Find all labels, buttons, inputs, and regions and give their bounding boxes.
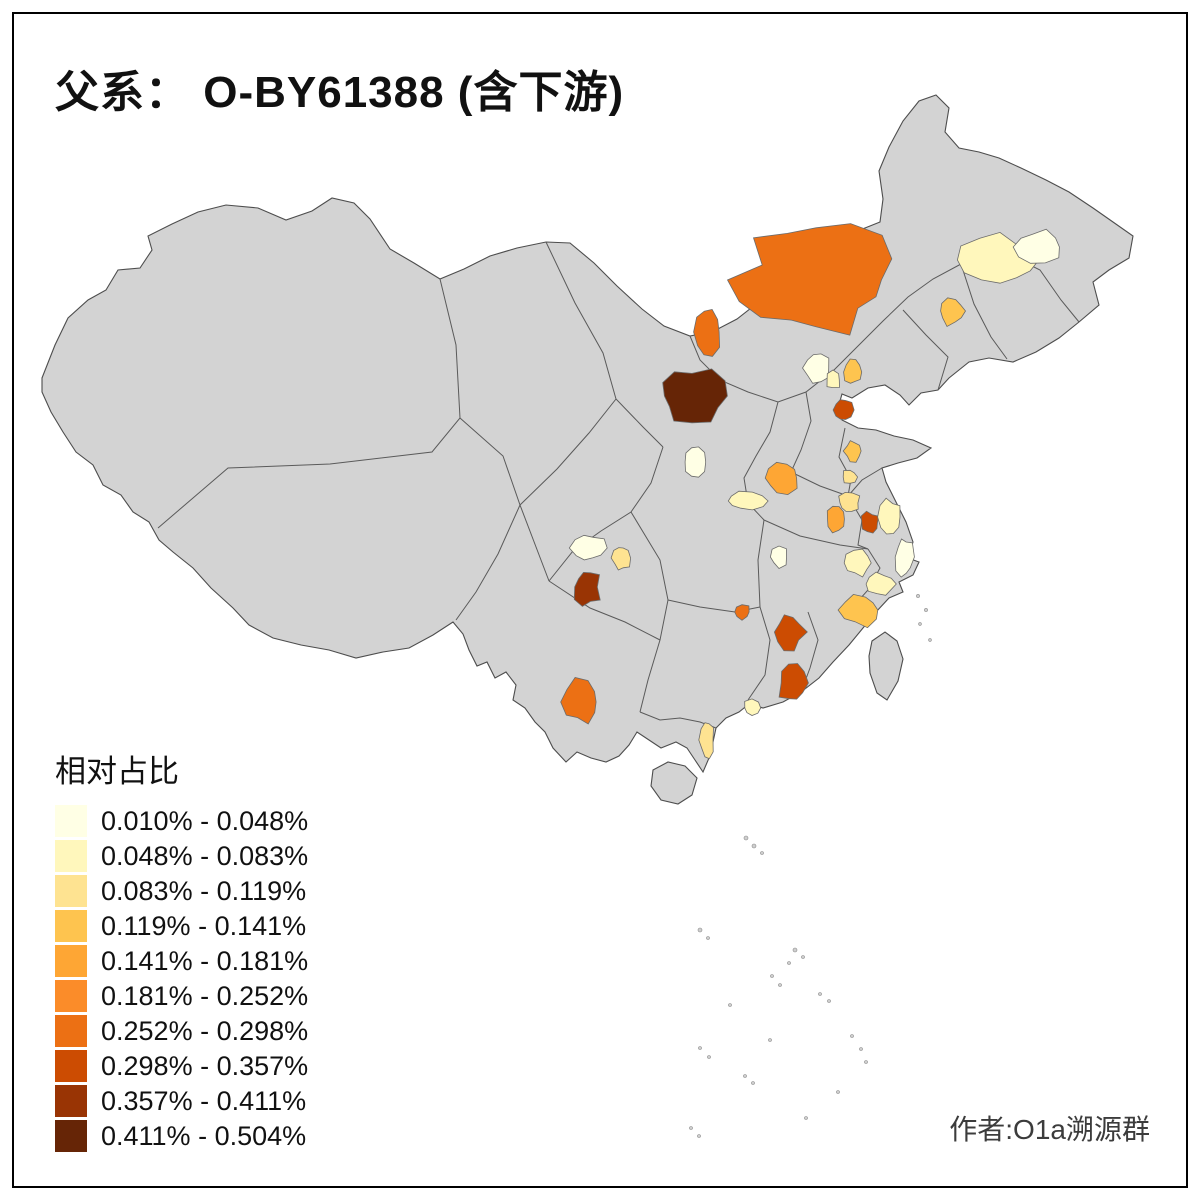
south-china-sea-islets — [689, 594, 932, 1138]
legend-row: 0.141% - 0.181% — [55, 945, 308, 977]
map-region-anhui-central — [843, 548, 872, 578]
map-region-jiangxi-south — [778, 663, 809, 700]
map-region-sichuan-east — [610, 547, 632, 571]
map-region-heilongjiang-north — [1012, 228, 1060, 264]
legend-label: 0.298% - 0.357% — [101, 1050, 309, 1081]
legend-swatch — [55, 1015, 87, 1047]
map-region-beijing-east — [826, 369, 840, 389]
legend-swatch — [55, 875, 87, 907]
map-region-shaanbei-dark — [662, 368, 728, 424]
taiwan-island — [868, 631, 904, 701]
author-credit: 作者:O1a溯源群 — [949, 1114, 1150, 1145]
legend: 相对占比 0.010% - 0.048% 0.048% - 0.083% 0.083… — [55, 746, 308, 1155]
map-region-sichuan-south-dark — [573, 571, 601, 607]
map-region-hubei-north — [769, 545, 787, 569]
map-region-anhui-north — [826, 505, 845, 534]
legend-row: 0.048% - 0.083% — [55, 840, 308, 872]
legend-label: 0.010% - 0.048% — [101, 805, 309, 836]
legend-swatch — [55, 1120, 87, 1152]
map-region-beijing — [802, 353, 830, 384]
map-region-jilin-city — [940, 297, 966, 328]
map-region-hubei-south — [734, 604, 750, 621]
legend-row: 0.357% - 0.411% — [55, 1085, 308, 1117]
map-region-guangdong-central — [744, 698, 762, 716]
map-region-zhejiang-south — [837, 593, 879, 629]
legend-label: 0.083% - 0.119% — [101, 875, 307, 906]
legend-row: 0.083% - 0.119% — [55, 875, 308, 907]
map-region-henan-north — [764, 461, 798, 496]
legend-swatch — [55, 840, 87, 872]
map-region-zhejiang-east — [865, 571, 897, 596]
map-region-shanxi-central — [684, 446, 707, 478]
map-region-hebei-north — [843, 358, 863, 384]
province-borders — [157, 241, 1080, 729]
legend-swatch — [55, 945, 87, 977]
map-region-jiangsu-east — [877, 497, 901, 535]
legend-swatch — [55, 1050, 87, 1082]
legend-swatch — [55, 910, 87, 942]
legend-label: 0.141% - 0.181% — [101, 945, 309, 976]
map-region-henan-west — [727, 490, 769, 511]
map-region-tianjin-tangshan — [832, 399, 855, 420]
legend-title: 相对占比 — [55, 754, 179, 789]
legend-row: 0.119% - 0.141% — [55, 910, 308, 942]
legend-label: 0.357% - 0.411% — [101, 1085, 307, 1116]
legend-row: 0.298% - 0.357% — [55, 1050, 308, 1082]
map-region-guangdong-west — [698, 722, 714, 760]
highlighted-regions — [560, 223, 1060, 760]
legend-label: 0.252% - 0.298% — [101, 1015, 309, 1046]
legend-row: 0.411% - 0.504% — [55, 1120, 308, 1152]
legend-label: 0.411% - 0.504% — [101, 1120, 307, 1151]
legend-swatch — [55, 805, 87, 837]
map-region-shandong-central — [842, 440, 862, 463]
legend-items: 0.010% - 0.048% 0.048% - 0.083% 0.083% - 0… — [55, 805, 308, 1152]
legend-row: 0.252% - 0.298% — [55, 1015, 308, 1047]
map-region-nei-mongol-west — [693, 308, 721, 357]
legend-label: 0.119% - 0.141% — [101, 910, 307, 941]
map-region-yunnan-south — [560, 677, 597, 725]
map-region-jiangsu-north — [838, 491, 861, 512]
legend-swatch — [55, 1085, 87, 1117]
map-region-jiangxi-north — [773, 614, 808, 652]
map-region-chengdu-plain — [568, 534, 608, 561]
map-title: 父系： O-BY61388 (含下游) — [55, 68, 625, 117]
mainland-outline — [41, 94, 1134, 774]
map-region-nei-mongol-central — [726, 223, 893, 336]
map-region-jiangsu-coast — [894, 538, 915, 578]
legend-swatch — [55, 980, 87, 1012]
legend-label: 0.048% - 0.083% — [101, 840, 309, 871]
map-region-shandong-south — [842, 469, 859, 484]
legend-label: 0.181% - 0.252% — [101, 980, 309, 1011]
legend-row: 0.181% - 0.252% — [55, 980, 308, 1012]
hainan-island — [650, 761, 698, 805]
map-region-jiangsu-central — [860, 510, 879, 534]
map-region-heilongjiang-west — [956, 231, 1040, 284]
legend-row: 0.010% - 0.048% — [55, 805, 308, 837]
